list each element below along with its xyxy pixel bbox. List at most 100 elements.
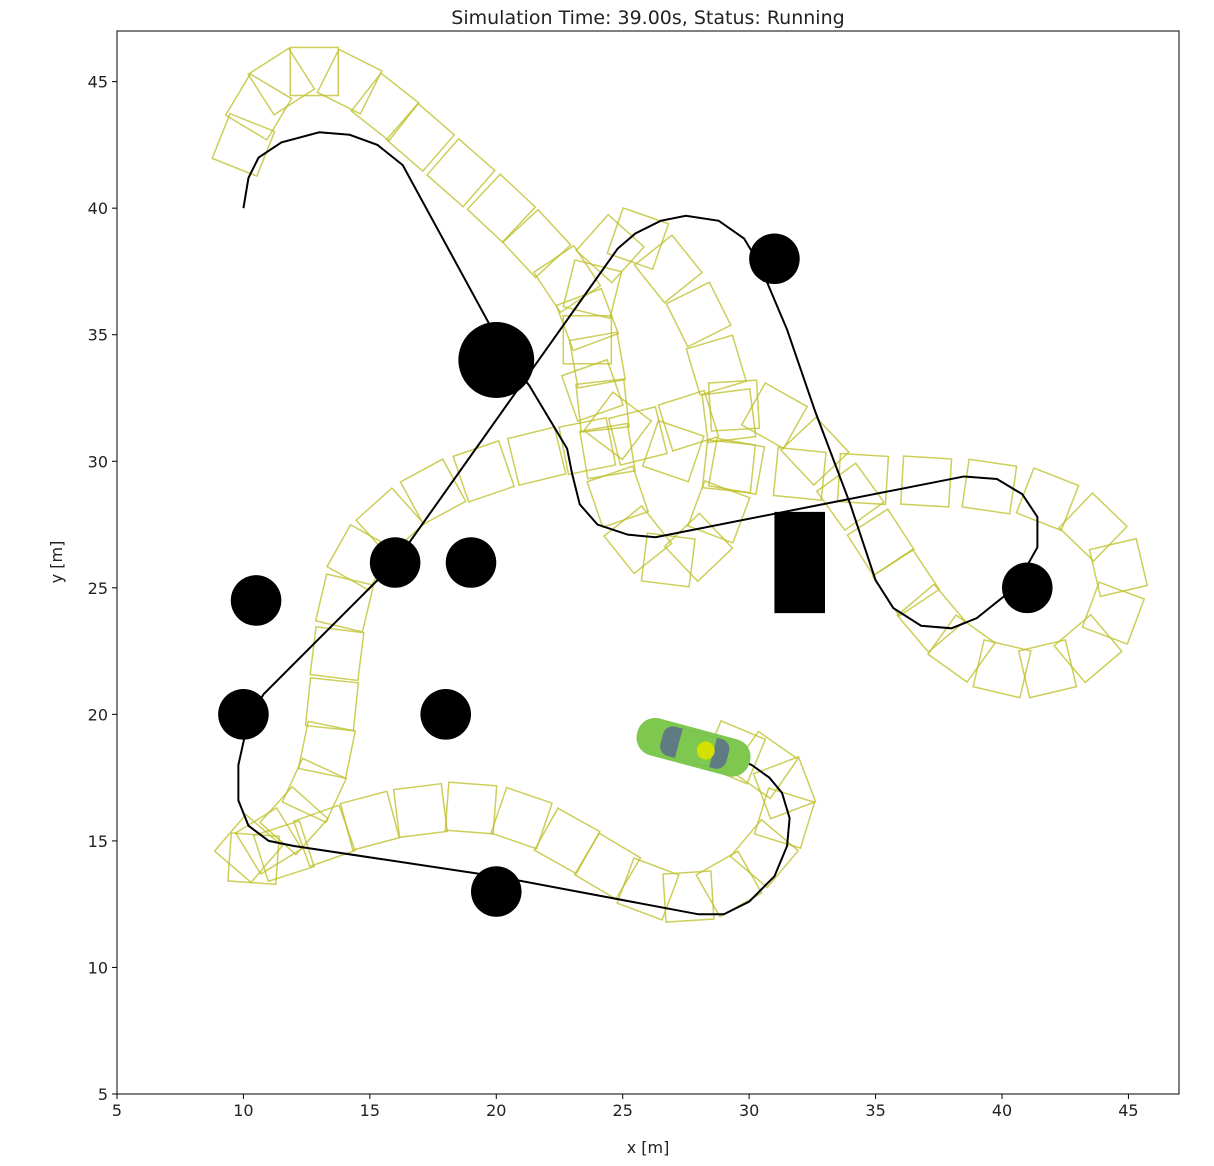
footprint xyxy=(752,755,817,820)
y-tick-label: 5 xyxy=(98,1085,108,1104)
footprint xyxy=(297,720,357,780)
footprint xyxy=(252,819,316,883)
footprint xyxy=(607,405,668,467)
obstacle-circle xyxy=(218,689,269,740)
footprint xyxy=(685,334,748,396)
footprint xyxy=(292,804,356,868)
footprint xyxy=(281,757,348,824)
footprint xyxy=(665,281,732,348)
footprint xyxy=(815,462,885,532)
footprint xyxy=(586,465,650,529)
footprint xyxy=(1017,638,1078,699)
footprint xyxy=(707,437,766,496)
footprint xyxy=(350,72,420,142)
x-axis-label: x [m] xyxy=(627,1138,670,1157)
footprint xyxy=(871,548,941,618)
footprint xyxy=(339,790,401,851)
footprint xyxy=(616,857,680,921)
footprint xyxy=(314,573,375,633)
footprint xyxy=(562,259,623,320)
obstacle-circle xyxy=(445,537,497,588)
footprint xyxy=(1053,613,1123,684)
footprint xyxy=(961,458,1018,515)
plot-frame xyxy=(116,30,1180,1095)
footprint xyxy=(606,206,670,271)
footprint xyxy=(490,786,554,850)
obstacle-circle xyxy=(369,537,421,588)
footprint xyxy=(640,532,696,588)
x-tick-label: 30 xyxy=(739,1101,759,1120)
footprint xyxy=(740,381,809,450)
footprint xyxy=(662,870,715,923)
footprint xyxy=(560,358,624,423)
footprint xyxy=(452,439,516,503)
footprint xyxy=(444,781,498,835)
footprint xyxy=(633,234,704,304)
footprint xyxy=(316,48,383,115)
footprint xyxy=(729,818,800,889)
footprint xyxy=(1057,492,1129,563)
footprint xyxy=(247,47,316,116)
footprint xyxy=(1088,537,1149,598)
obstacle-rect xyxy=(774,511,825,614)
footprint xyxy=(466,173,537,244)
footprint xyxy=(562,315,613,365)
footprint xyxy=(425,137,496,208)
footprint xyxy=(501,208,572,279)
footprint xyxy=(657,389,720,452)
footprint xyxy=(234,806,303,875)
footprint xyxy=(972,638,1032,699)
footprint xyxy=(558,416,617,476)
footprint xyxy=(603,504,673,575)
footprint xyxy=(836,452,890,506)
footprint xyxy=(926,613,997,684)
x-tick-label: 10 xyxy=(233,1101,253,1120)
footprint xyxy=(224,72,293,141)
footprint xyxy=(701,388,757,444)
obstacle-circle xyxy=(420,689,472,740)
footprint xyxy=(259,785,329,856)
x-tick-label: 15 xyxy=(360,1101,380,1120)
footprint xyxy=(304,677,360,732)
y-axis-label: y [m] xyxy=(47,541,66,584)
planned-path xyxy=(237,131,1039,916)
footprint xyxy=(779,416,850,487)
footprint xyxy=(641,419,705,483)
x-tick-label: 40 xyxy=(992,1101,1012,1120)
y-tick-label: 45 xyxy=(88,73,108,92)
y-tick-label: 35 xyxy=(88,326,108,345)
footprint xyxy=(533,807,601,875)
footprint xyxy=(289,46,340,97)
footprint xyxy=(555,287,620,352)
footprint xyxy=(506,426,567,487)
footprint xyxy=(399,458,467,526)
footprint xyxy=(663,512,734,583)
y-tick-label: 20 xyxy=(88,705,108,724)
y-tick-label: 40 xyxy=(88,199,108,218)
obstacle-circle xyxy=(471,866,522,917)
x-tick-label: 35 xyxy=(865,1101,885,1120)
footprint xyxy=(846,507,915,577)
x-tick-label: 25 xyxy=(613,1101,633,1120)
y-tick-label: 10 xyxy=(88,958,108,977)
footprint xyxy=(896,583,967,654)
vehicle-face xyxy=(696,741,715,760)
footprint xyxy=(392,782,449,839)
footprint xyxy=(575,213,646,284)
x-tick-label: 20 xyxy=(486,1101,506,1120)
x-tick-label: 5 xyxy=(112,1101,122,1120)
footprint xyxy=(385,102,456,173)
chart-title: Simulation Time: 39.00s, Status: Running xyxy=(451,7,844,29)
vehicle xyxy=(636,717,751,777)
y-tick-label: 15 xyxy=(88,832,108,851)
footprint xyxy=(213,813,284,884)
footprint xyxy=(573,832,642,901)
obstacle-circle xyxy=(458,322,535,398)
x-tick-label: 45 xyxy=(1118,1101,1138,1120)
footprint xyxy=(899,455,953,508)
footprint xyxy=(582,391,653,461)
obstacle-circle xyxy=(230,575,282,626)
footprint xyxy=(1015,467,1080,532)
footprint xyxy=(695,850,763,918)
